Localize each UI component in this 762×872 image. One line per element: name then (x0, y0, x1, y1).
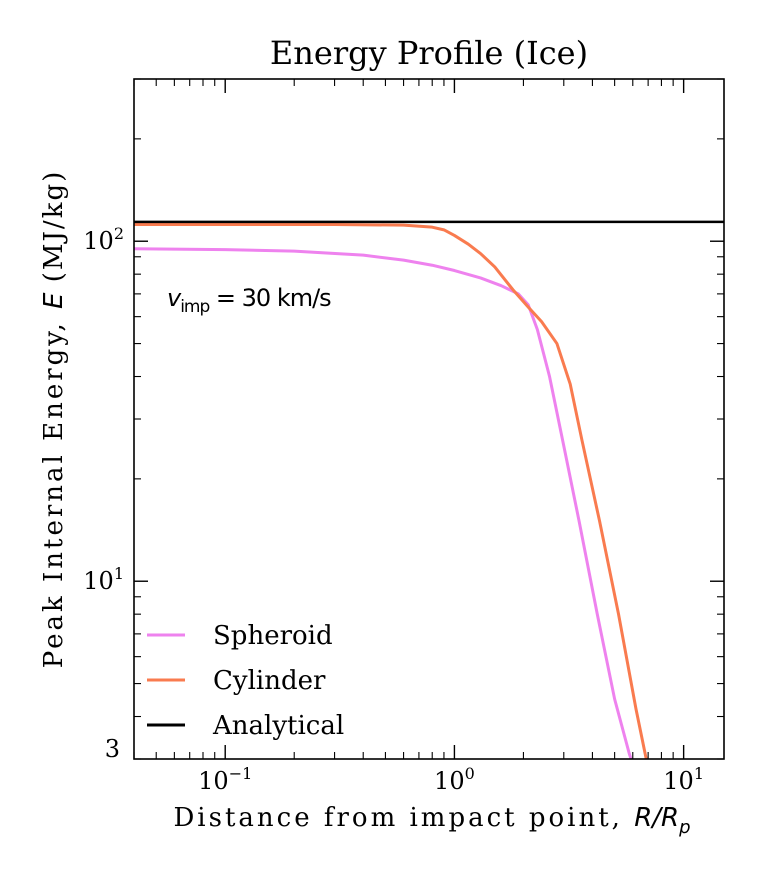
plot-frame (133, 78, 725, 760)
y-axis-label-units: (MJ/kg) (39, 170, 69, 293)
y-tick-label: 102 (83, 224, 124, 255)
y-axis-label: Peak Internal Energy, E (MJ/kg) (39, 170, 69, 669)
legend: Spheroid Cylinder Analytical (147, 621, 344, 741)
y-tick-label: 101 (83, 564, 124, 595)
y-axis-label-text: Peak Internal Energy, (39, 309, 69, 668)
annotation-value: = 30 km/s (209, 284, 331, 312)
series-line-spheroid (134, 247, 633, 759)
ticks-layer: 10−1 100 101 101 102 3 (83, 78, 724, 795)
x-axis-label-text: Distance from impact point, (173, 803, 634, 833)
legend-label-analytical: Analytical (212, 711, 344, 741)
x-tick-label: 100 (434, 764, 475, 795)
y-axis-label-symbol: E (39, 292, 69, 309)
svg-text:vimp = 30 km/s: vimp = 30 km/s (167, 284, 331, 317)
x-axis-label-symbol: R/R (634, 803, 679, 833)
legend-label-cylinder: Cylinder (213, 666, 326, 696)
annotation-symbol: v (167, 284, 182, 312)
chart-title: Energy Profile (Ice) (270, 34, 588, 72)
x-axis-label: Distance from impact point, R/Rp (173, 803, 690, 838)
y-tick-label: 3 (105, 735, 120, 763)
x-tick-label: 10−1 (198, 764, 252, 795)
annotation-velocity: vimp = 30 km/s (167, 284, 332, 317)
legend-label-spheroid: Spheroid (213, 621, 333, 651)
series-line-cylinder (134, 222, 648, 759)
annotation-subscript: imp (180, 297, 209, 317)
series-layer (134, 220, 724, 759)
x-tick-label: 101 (663, 764, 704, 795)
x-axis-label-subscript: p (678, 817, 690, 838)
